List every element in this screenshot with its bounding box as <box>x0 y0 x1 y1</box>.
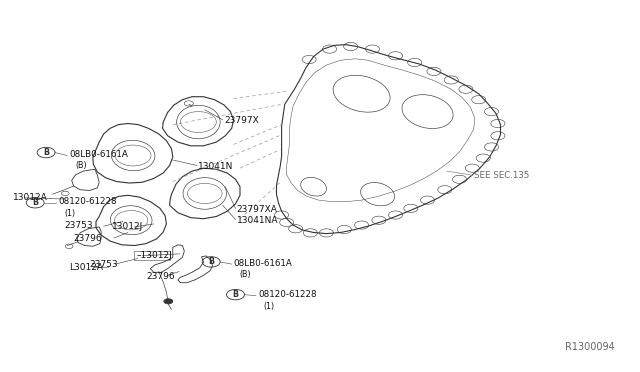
Text: 23796: 23796 <box>146 272 175 280</box>
Text: (B): (B) <box>239 270 251 279</box>
Text: SEE SEC.135: SEE SEC.135 <box>474 171 529 180</box>
Text: B: B <box>32 198 38 207</box>
Text: 13012A: 13012A <box>13 193 47 202</box>
Text: B: B <box>232 290 239 299</box>
Text: 23796: 23796 <box>74 234 102 243</box>
Text: B: B <box>208 257 214 266</box>
Text: (1): (1) <box>64 209 75 218</box>
Text: B: B <box>43 148 49 157</box>
Circle shape <box>164 299 173 304</box>
Text: 23797X: 23797X <box>224 116 259 125</box>
Text: 08120-61228: 08120-61228 <box>258 290 317 299</box>
Text: 13012J: 13012J <box>112 222 143 231</box>
Text: R1300094: R1300094 <box>564 341 614 352</box>
Text: 08LB0-6161A: 08LB0-6161A <box>69 150 128 159</box>
Text: 13041NA: 13041NA <box>237 216 278 225</box>
Text: 13041N: 13041N <box>198 162 234 171</box>
Text: 08120-61228: 08120-61228 <box>58 197 117 206</box>
Text: L3012A: L3012A <box>69 263 103 272</box>
Text: 23797XA: 23797XA <box>237 205 278 214</box>
Text: 08LB0-6161A: 08LB0-6161A <box>234 259 292 267</box>
Text: (1): (1) <box>264 302 275 311</box>
Text: –13012J: –13012J <box>136 251 172 260</box>
Text: (B): (B) <box>75 161 86 170</box>
Text: 23753: 23753 <box>90 260 118 269</box>
Text: 23753: 23753 <box>64 221 93 230</box>
